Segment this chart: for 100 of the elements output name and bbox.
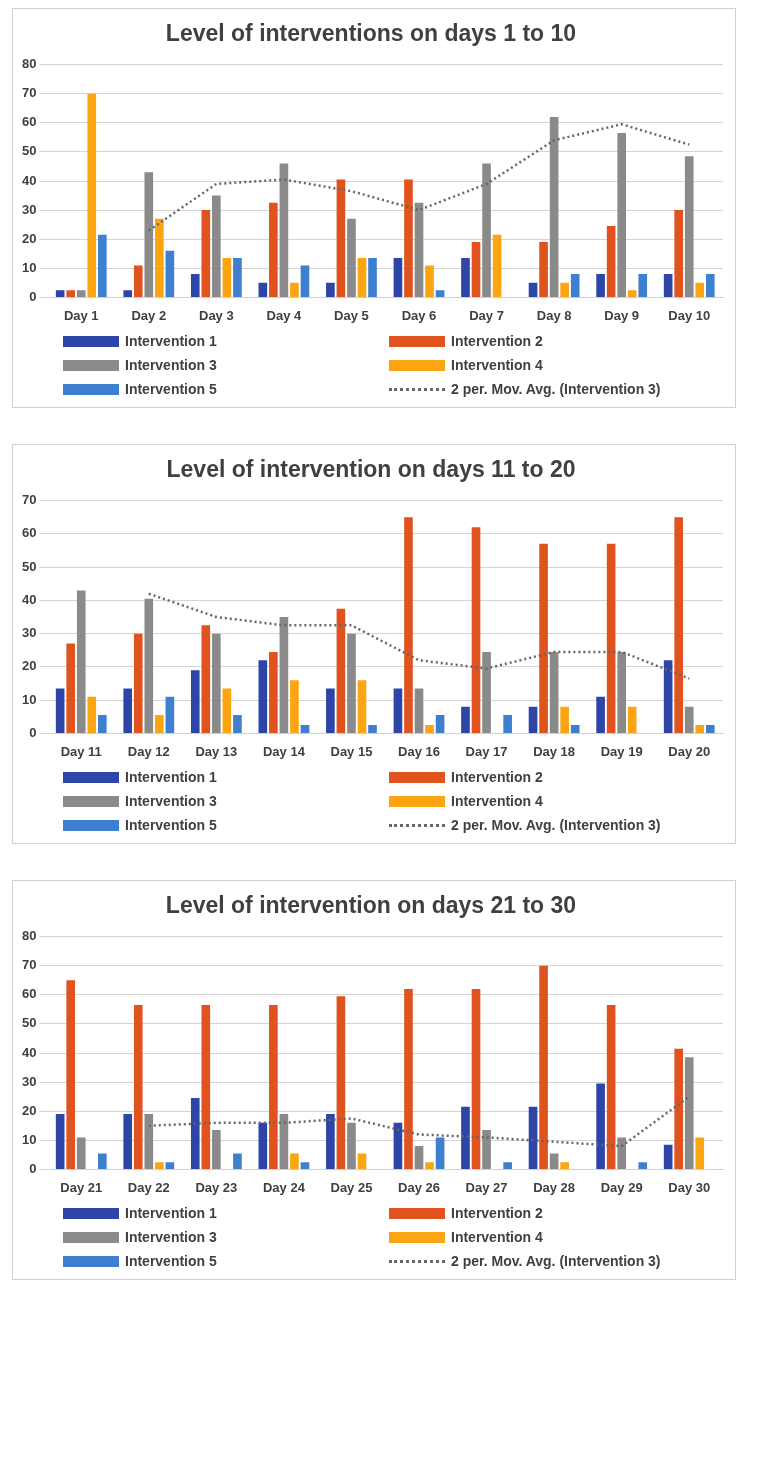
x-tick-label: Day 12 (127, 743, 170, 759)
y-tick-label: 10 (21, 1131, 37, 1147)
y-tick-label: 50 (21, 558, 37, 574)
bar (425, 265, 434, 297)
y-tick-label: 80 (21, 928, 37, 944)
bar (684, 1057, 694, 1169)
bar (258, 660, 268, 733)
bar (606, 1004, 616, 1169)
bar (435, 715, 445, 733)
bar (528, 706, 538, 733)
legend-label: Intervention 3 (125, 357, 217, 373)
bar (617, 651, 626, 733)
bar (596, 696, 605, 733)
bar (705, 725, 715, 733)
bar (201, 1004, 211, 1169)
bar (336, 179, 346, 297)
bar (435, 290, 445, 297)
bar (482, 651, 491, 733)
legend-label: Intervention 5 (125, 817, 217, 833)
bar (326, 1114, 335, 1169)
x-tick-label: Day 20 (668, 743, 711, 759)
bar (144, 598, 154, 733)
bar (596, 1083, 605, 1169)
bar (190, 670, 200, 733)
bar (97, 234, 107, 297)
bar (269, 202, 278, 297)
x-tick-label: Day 5 (334, 307, 369, 323)
chart-title: Level of intervention on days 11 to 20 (166, 456, 576, 483)
bar (539, 543, 548, 733)
y-tick-label: 50 (21, 1015, 37, 1031)
x-tick-label: Day 3 (198, 307, 234, 323)
x-tick-label: Day 24 (262, 1179, 306, 1195)
bar (269, 651, 278, 733)
y-tick-label: 60 (21, 525, 37, 541)
y-tick-label: 10 (21, 691, 37, 707)
bar (663, 660, 673, 733)
y-tick-label: 0 (29, 1160, 37, 1176)
bar (393, 258, 403, 297)
chart-title: Level of intervention on days 21 to 30 (165, 892, 577, 919)
legend-label: 2 per. Mov. Avg. (Intervention 3) (451, 1253, 661, 1269)
bar (201, 625, 211, 733)
bar (549, 116, 559, 297)
bar (155, 218, 164, 297)
x-tick-label: Day 7 (469, 307, 504, 323)
y-tick-label: 30 (21, 1073, 37, 1089)
bar (123, 688, 133, 733)
legend-label: Intervention 1 (125, 769, 217, 785)
y-tick-label: 40 (21, 172, 37, 188)
line-series (147, 1095, 691, 1148)
bar (539, 242, 548, 297)
bar (347, 1122, 356, 1169)
bar (55, 688, 65, 733)
x-tick-label: Day 19 (600, 743, 643, 759)
legend-label: Intervention 1 (125, 1205, 217, 1221)
y-tick-label: 70 (21, 85, 37, 101)
bar (155, 1162, 164, 1169)
x-tick-label: Day 8 (536, 307, 572, 323)
bar (471, 242, 481, 297)
bar (674, 1048, 684, 1169)
bar (347, 633, 356, 733)
legend-label: 2 per. Mov. Avg. (Intervention 3) (451, 381, 661, 397)
bar (144, 172, 154, 297)
bar (300, 725, 310, 733)
legend-label: 2 per. Mov. Avg. (Intervention 3) (451, 817, 661, 833)
bar (570, 274, 580, 297)
x-tick-label: Day 1 (63, 307, 99, 323)
legend-label: Intervention 4 (451, 793, 543, 809)
bar (549, 651, 559, 733)
bar (336, 608, 346, 733)
bar (503, 1162, 512, 1169)
bar (627, 290, 637, 297)
bar (269, 1004, 278, 1169)
bar (393, 1122, 403, 1169)
bar (674, 517, 684, 733)
legend-label: Intervention 2 (451, 769, 543, 785)
y-tick-label: 20 (21, 230, 37, 246)
bar (404, 517, 413, 733)
x-tick-label: Day 22 (127, 1179, 170, 1195)
x-tick-label: Day 23 (195, 1179, 238, 1195)
bar (503, 715, 512, 733)
y-tick-label: 80 (21, 56, 37, 72)
bar (638, 274, 648, 297)
y-tick-label: 0 (29, 724, 37, 740)
bar (279, 163, 289, 297)
x-tick-label: Day 10 (668, 307, 711, 323)
y-tick-label: 60 (21, 114, 37, 130)
bar (326, 688, 335, 733)
bar (87, 696, 97, 733)
x-tick-label: Day 15 (330, 743, 373, 759)
bar (606, 543, 616, 733)
y-tick-label: 20 (21, 658, 37, 674)
bar (425, 1162, 434, 1169)
legend-label: Intervention 5 (125, 381, 217, 397)
bar (144, 1114, 154, 1169)
bar (190, 1098, 200, 1169)
line-series (147, 123, 691, 232)
y-tick-label: 50 (21, 143, 37, 159)
x-tick-label: Day 9 (604, 307, 640, 323)
bar (528, 1106, 538, 1169)
bar (368, 258, 377, 297)
